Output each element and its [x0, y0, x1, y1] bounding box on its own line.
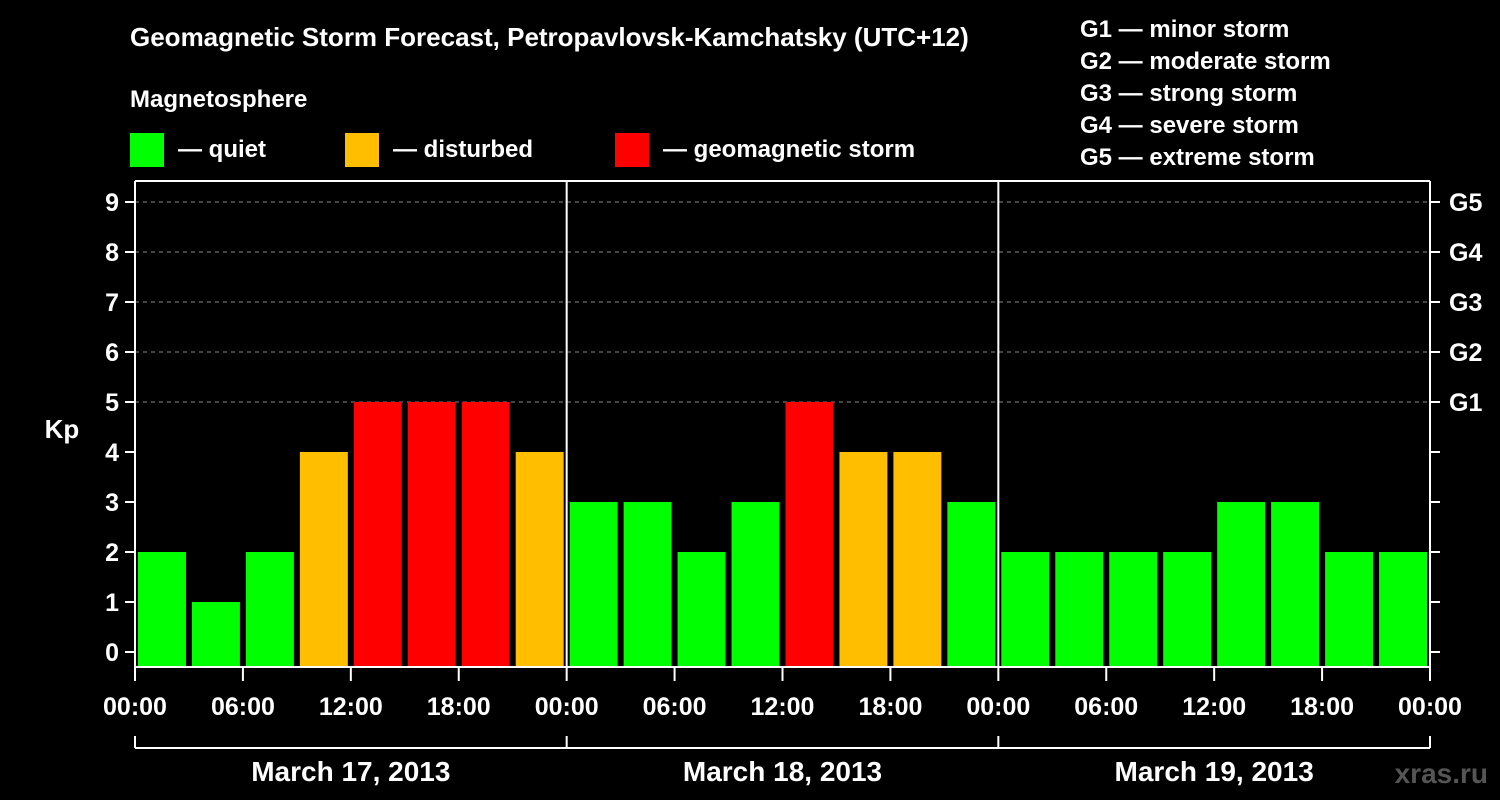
- kp-bar: [839, 452, 888, 667]
- storm-scale-g4: G4 — severe storm: [1080, 112, 1299, 139]
- kp-bar: [515, 452, 564, 667]
- y-tick-label: 1: [105, 589, 119, 617]
- kp-bar: [947, 502, 996, 667]
- legend-quiet-label: — quiet: [178, 136, 266, 163]
- storm-scale-g2: G2 — moderate storm: [1080, 48, 1331, 75]
- x-tick-label: 06:00: [643, 693, 707, 721]
- kp-bar: [1163, 552, 1212, 667]
- day-label: March 19, 2013: [1115, 756, 1314, 787]
- legend-storm-label: — geomagnetic storm: [663, 136, 916, 163]
- storm-scale-g3: G3 — strong storm: [1080, 80, 1298, 107]
- kp-bar: [623, 502, 672, 667]
- kp-bar: [1217, 502, 1266, 667]
- x-tick-label: 00:00: [966, 693, 1030, 721]
- x-tick-label: 18:00: [427, 693, 491, 721]
- kp-bar: [1055, 552, 1104, 667]
- y-tick-label: 2: [105, 539, 119, 567]
- storm-scale-g5: G5 — extreme storm: [1080, 144, 1315, 171]
- kp-bar: [1379, 552, 1427, 667]
- y-axis-label: Kp: [45, 414, 80, 444]
- day-label: March 17, 2013: [251, 756, 450, 787]
- legend-disturbed-label: — disturbed: [393, 136, 534, 163]
- y-tick-label: 3: [105, 489, 119, 517]
- legend-disturbed: — disturbed: [345, 132, 533, 168]
- x-tick-label: 00:00: [535, 693, 599, 721]
- y-tick-label: 9: [105, 189, 119, 217]
- x-tick-label: 06:00: [1074, 693, 1138, 721]
- kp-bar: [893, 452, 942, 667]
- watermark: xras.ru: [1394, 758, 1488, 789]
- right-axis-label-g1: G1: [1449, 389, 1482, 417]
- right-axis-label-g3: G3: [1449, 289, 1482, 317]
- y-tick-label: 5: [105, 389, 119, 417]
- kp-bar: [1109, 552, 1158, 667]
- right-axis-label-g2: G2: [1449, 339, 1482, 367]
- y-tick-label: 7: [105, 289, 119, 317]
- kp-bar: [731, 502, 780, 667]
- y-tick-label: 6: [105, 339, 119, 367]
- y-tick-label: 0: [105, 639, 119, 667]
- legend-quiet: — quiet: [130, 132, 266, 168]
- kp-bar: [569, 502, 618, 667]
- kp-bar: [407, 402, 456, 667]
- legend-disturbed-swatch: [345, 133, 379, 167]
- storm-scale-g1: G1 — minor storm: [1080, 16, 1290, 43]
- legend-storm: — geomagnetic storm: [615, 132, 915, 168]
- legend-title: Magnetosphere: [130, 86, 308, 113]
- kp-bar: [461, 402, 510, 667]
- kp-bar: [191, 602, 240, 667]
- storm-scale-list: G1 — minor storm G2 — moderate storm G3 …: [1080, 14, 1331, 174]
- kp-bar: [1001, 552, 1050, 667]
- kp-bar: [1271, 502, 1320, 667]
- kp-bar: [299, 452, 348, 667]
- right-axis-label-g4: G4: [1449, 239, 1482, 267]
- x-tick-label: 18:00: [1290, 693, 1354, 721]
- kp-bar: [353, 402, 402, 667]
- x-tick-label: 00:00: [103, 693, 167, 721]
- y-tick-label: 4: [105, 439, 119, 467]
- x-tick-label: 18:00: [858, 693, 922, 721]
- x-tick-label: 00:00: [1398, 693, 1462, 721]
- kp-bar: [785, 402, 834, 667]
- legend-storm-swatch: [615, 133, 649, 167]
- chart-title: Geomagnetic Storm Forecast, Petropavlovs…: [130, 22, 969, 52]
- day-label: March 18, 2013: [683, 756, 882, 787]
- x-tick-label: 12:00: [1182, 693, 1246, 721]
- x-tick-label: 06:00: [211, 693, 275, 721]
- kp-bar: [138, 552, 186, 667]
- y-tick-label: 8: [105, 239, 119, 267]
- kp-bar: [245, 552, 294, 667]
- x-tick-label: 12:00: [751, 693, 815, 721]
- right-axis-label-g5: G5: [1449, 189, 1482, 217]
- kp-bar: [1325, 552, 1374, 667]
- kp-bar: [677, 552, 726, 667]
- legend-quiet-swatch: [130, 133, 164, 167]
- x-tick-label: 12:00: [319, 693, 383, 721]
